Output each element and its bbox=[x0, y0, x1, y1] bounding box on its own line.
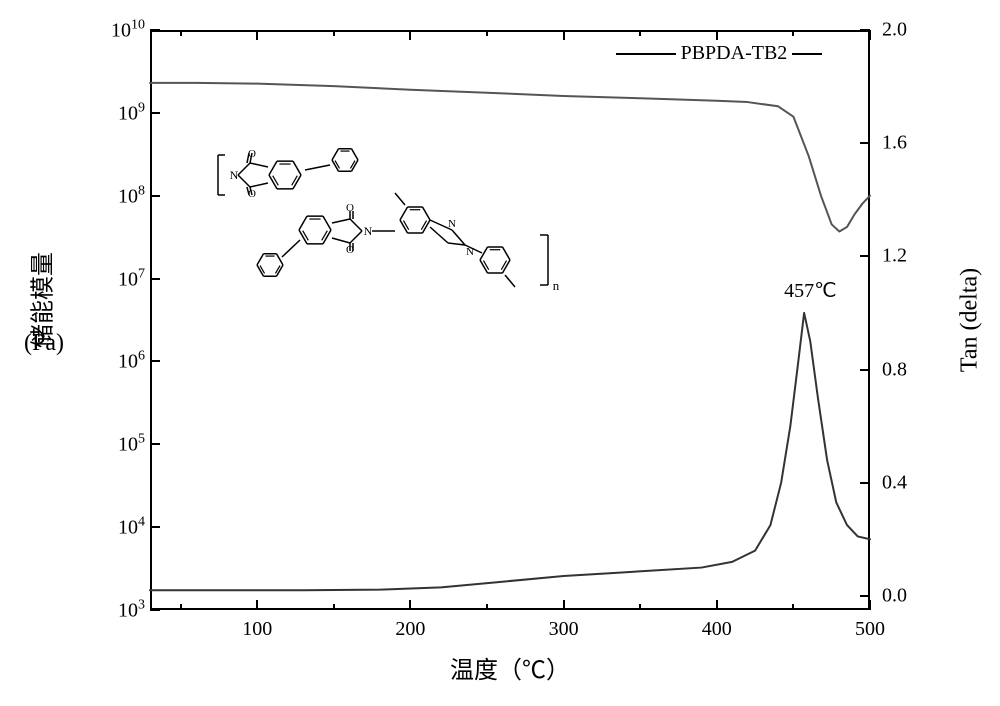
yr-tick bbox=[860, 482, 870, 484]
yl-tick bbox=[150, 195, 160, 197]
x-tick bbox=[792, 604, 794, 610]
data-curve bbox=[150, 313, 870, 590]
svg-text:n: n bbox=[553, 278, 560, 293]
x-tick-label: 200 bbox=[395, 618, 425, 641]
yr-tick-label: 2.0 bbox=[882, 19, 907, 42]
x-tick bbox=[716, 30, 718, 40]
yr-tick bbox=[860, 369, 870, 371]
yl-tick bbox=[150, 29, 160, 31]
svg-text:N: N bbox=[448, 218, 456, 230]
yr-tick-label: 1.6 bbox=[882, 132, 907, 155]
yr-tick bbox=[860, 255, 870, 257]
yl-tick bbox=[150, 278, 160, 280]
x-tick bbox=[563, 600, 565, 610]
yl-tick-label: 107 bbox=[100, 266, 145, 291]
chart-canvas: 储能模量 (Pa) Tan (delta) 温度（℃） PBPDA-TB2 45… bbox=[0, 0, 1000, 706]
chart-svg bbox=[0, 0, 1000, 706]
x-tick bbox=[716, 600, 718, 610]
x-tick bbox=[409, 30, 411, 40]
yr-tick bbox=[860, 29, 870, 31]
yr-tick-label: 0.0 bbox=[882, 584, 907, 607]
x-tick-label: 500 bbox=[855, 618, 885, 641]
yr-tick bbox=[860, 142, 870, 144]
yl-tick bbox=[150, 526, 160, 528]
x-tick-label: 300 bbox=[549, 618, 579, 641]
yl-tick bbox=[150, 112, 160, 114]
x-tick bbox=[180, 604, 182, 610]
x-tick-label: 400 bbox=[702, 618, 732, 641]
x-tick bbox=[869, 600, 871, 610]
x-tick bbox=[256, 30, 258, 40]
yl-tick-label: 104 bbox=[100, 515, 145, 540]
yr-tick-label: 0.8 bbox=[882, 358, 907, 381]
x-tick bbox=[333, 604, 335, 610]
yl-tick bbox=[150, 360, 160, 362]
yl-tick-label: 109 bbox=[100, 101, 145, 126]
yl-tick bbox=[150, 609, 160, 611]
x-tick bbox=[639, 604, 641, 610]
yl-tick bbox=[150, 443, 160, 445]
x-tick bbox=[563, 30, 565, 40]
x-tick bbox=[256, 600, 258, 610]
yr-tick-label: 1.2 bbox=[882, 245, 907, 268]
yl-tick-label: 108 bbox=[100, 183, 145, 208]
x-tick bbox=[409, 600, 411, 610]
yl-tick-label: 1010 bbox=[100, 18, 145, 43]
yr-tick bbox=[860, 595, 870, 597]
yl-tick-label: 105 bbox=[100, 432, 145, 457]
yr-tick-label: 0.4 bbox=[882, 471, 907, 494]
x-tick-label: 100 bbox=[242, 618, 272, 641]
molecule-structure: NOONOONNn bbox=[190, 135, 570, 325]
yl-tick-label: 103 bbox=[100, 598, 145, 623]
x-tick bbox=[639, 30, 641, 36]
yl-tick-label: 106 bbox=[100, 349, 145, 374]
x-tick bbox=[869, 30, 871, 40]
x-tick bbox=[486, 30, 488, 36]
x-tick bbox=[333, 30, 335, 36]
x-tick bbox=[486, 604, 488, 610]
svg-text:N: N bbox=[466, 246, 474, 258]
x-tick bbox=[180, 30, 182, 36]
svg-text:N: N bbox=[364, 224, 373, 238]
svg-text:N: N bbox=[230, 168, 239, 182]
x-tick bbox=[792, 30, 794, 36]
